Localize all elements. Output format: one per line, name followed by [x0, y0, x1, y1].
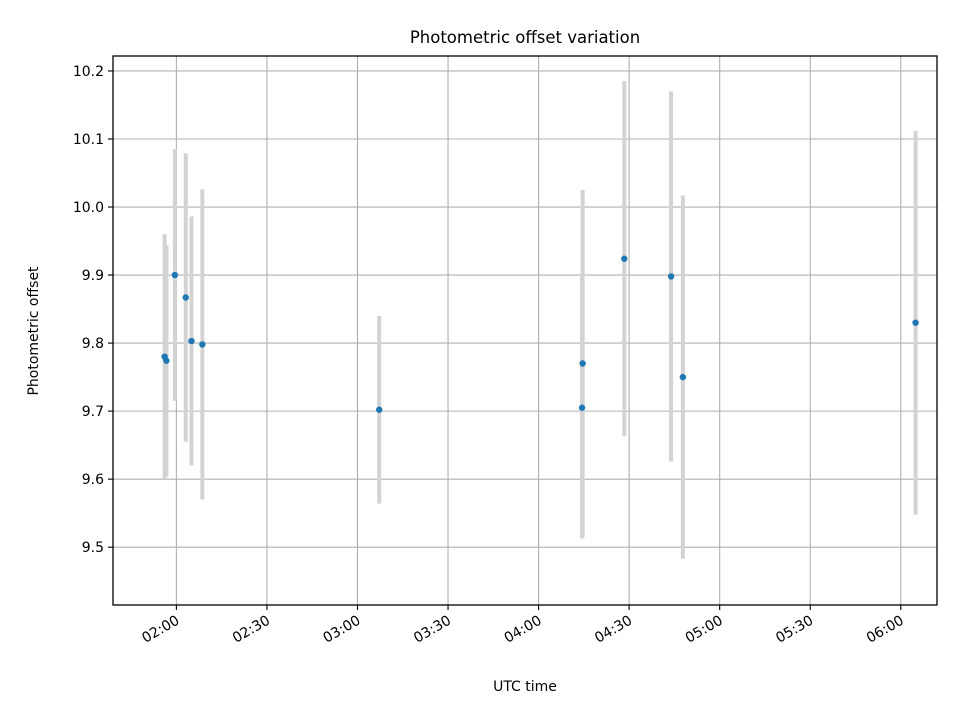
y-tick-label: 9.6 — [82, 472, 104, 488]
y-axis-ticks: 9.5 9.6 9.7 9.8 9.9 10.0 10.1 10.2 — [73, 64, 113, 556]
data-point — [199, 341, 206, 348]
y-tick-label: 10.1 — [73, 132, 104, 148]
y-tick-label: 9.5 — [82, 540, 104, 556]
chart-title: Photometric offset variation — [410, 28, 640, 47]
x-axis-label: UTC time — [493, 679, 557, 695]
data-point — [171, 271, 179, 279]
data-point — [579, 360, 586, 367]
data-point — [182, 294, 189, 301]
data-point — [912, 319, 919, 326]
data-point — [376, 406, 383, 413]
point-layer — [161, 255, 919, 413]
data-point — [667, 273, 675, 280]
y-tick-label: 9.8 — [82, 336, 104, 352]
y-tick-label: 10.0 — [73, 200, 104, 216]
y-tick-label: 10.2 — [73, 64, 104, 80]
data-point — [679, 373, 687, 381]
data-point — [621, 255, 628, 262]
y-axis-label: Photometric offset — [26, 266, 42, 396]
data-point — [163, 357, 170, 364]
data-point — [578, 404, 586, 411]
y-tick-label: 9.9 — [82, 268, 104, 284]
plot-frame — [112, 55, 938, 606]
y-tick-label: 9.7 — [82, 404, 104, 420]
grid-layer — [113, 56, 937, 605]
data-point — [188, 337, 195, 345]
